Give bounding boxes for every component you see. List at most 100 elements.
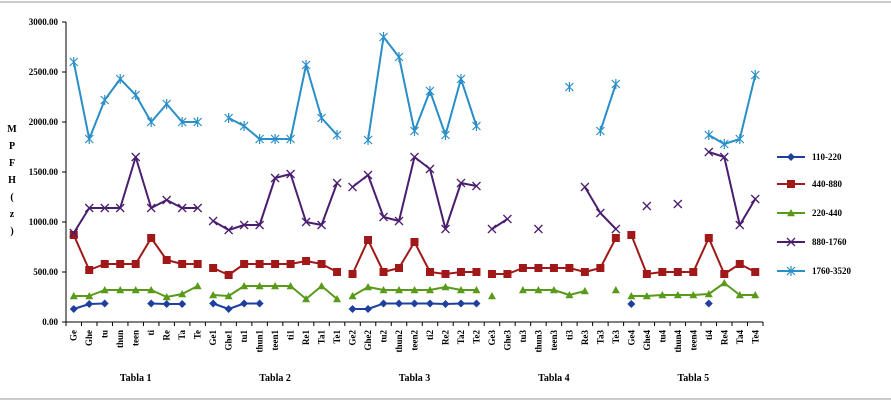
data-point — [193, 282, 202, 290]
data-point — [472, 299, 481, 308]
x-tick-label: Te2 — [471, 330, 481, 344]
data-point — [147, 234, 156, 242]
data-point — [224, 271, 233, 279]
data-point — [704, 299, 713, 308]
legend-label: 110-220 — [812, 152, 842, 162]
x-tick-label: tu4 — [657, 330, 667, 343]
data-point — [177, 203, 187, 213]
data-point — [364, 236, 373, 244]
data-point — [115, 203, 125, 213]
data-point — [69, 305, 78, 313]
legend-label: 1760-3520 — [812, 266, 851, 276]
data-point — [627, 300, 636, 308]
x-tick-label: Ghe — [84, 330, 94, 346]
data-point — [673, 268, 682, 276]
x-tick-label: ti — [146, 330, 156, 336]
data-point — [518, 286, 527, 294]
series-segment — [274, 173, 291, 179]
series-segment — [72, 234, 91, 271]
data-point — [301, 60, 311, 70]
x-tick-label: tu3 — [518, 330, 528, 343]
x-tick-label: Ta2 — [456, 330, 466, 345]
data-point — [580, 287, 589, 295]
series-segment — [708, 151, 725, 158]
y-tick-label: 500.00 — [33, 267, 58, 277]
data-point — [348, 270, 357, 278]
data-point — [689, 268, 698, 276]
y-tick-label: 0.00 — [42, 317, 58, 327]
x-tick-label: ti3 — [564, 330, 574, 340]
series-segment — [367, 174, 385, 218]
data-point — [472, 121, 481, 131]
data-point — [642, 201, 652, 211]
data-point — [580, 268, 589, 276]
data-point — [146, 203, 156, 213]
data-point — [549, 286, 558, 294]
legend-marker — [786, 266, 796, 276]
data-point — [209, 264, 218, 272]
series-segment — [351, 239, 369, 275]
data-point — [751, 291, 760, 299]
series-segment — [413, 90, 431, 132]
series-segment — [429, 168, 447, 230]
legend-marker — [787, 153, 795, 161]
data-point — [410, 238, 419, 246]
series-segment — [289, 64, 308, 140]
data-point — [673, 199, 683, 209]
series-segment — [305, 221, 322, 226]
x-tick-label: Ge3 — [487, 330, 497, 346]
x-tick-label: Ge4 — [626, 330, 636, 346]
series-segment — [646, 294, 663, 297]
x-tick-label: ti1 — [286, 330, 296, 340]
data-point — [364, 305, 373, 313]
x-tick-label: Re1 — [301, 330, 311, 345]
series-segment — [258, 177, 277, 226]
data-point — [69, 57, 79, 67]
data-point — [456, 286, 465, 294]
data-point — [255, 134, 265, 144]
data-point — [255, 282, 264, 290]
x-tick-label: tu1 — [239, 330, 249, 343]
data-point — [611, 224, 621, 234]
data-point — [224, 292, 233, 300]
x-tick-label: teen4 — [688, 330, 698, 351]
data-point — [100, 286, 109, 294]
data-point — [209, 299, 218, 308]
data-point — [147, 286, 156, 294]
x-axis: Ge Ghe tu thun teen ti Re Ta Te Ge1 Ghe1 tu1 thun1 te… — [65, 321, 764, 384]
data-point — [719, 139, 729, 149]
series-segment — [320, 182, 338, 226]
series-segment — [72, 207, 91, 234]
series-layer — [69, 32, 760, 313]
data-point — [533, 224, 543, 234]
data-point — [379, 268, 388, 276]
data-point — [658, 268, 667, 276]
data-point — [193, 260, 202, 268]
data-point — [720, 270, 729, 278]
data-point — [441, 283, 450, 291]
data-point — [580, 182, 590, 192]
legend-item: 110-220 — [777, 152, 842, 162]
data-point — [472, 268, 481, 276]
x-tick-label: ti4 — [704, 330, 714, 340]
data-point — [642, 270, 651, 278]
data-point — [627, 292, 636, 300]
data-point — [394, 216, 404, 226]
data-point — [534, 286, 543, 294]
x-tick-label: Ta — [177, 330, 187, 340]
data-point — [364, 283, 373, 291]
series-segment — [228, 224, 245, 231]
data-point — [270, 134, 280, 144]
series-segment — [367, 286, 384, 291]
data-point — [286, 282, 295, 290]
data-point — [131, 286, 140, 294]
data-point — [131, 260, 140, 268]
data-point — [410, 126, 419, 136]
data-point — [240, 299, 249, 308]
x-tick-label: ti2 — [425, 330, 435, 340]
data-point — [286, 134, 296, 144]
data-point — [363, 170, 373, 180]
legend-item: 880-1760 — [777, 237, 847, 247]
data-point — [750, 194, 760, 204]
data-point — [395, 286, 404, 294]
